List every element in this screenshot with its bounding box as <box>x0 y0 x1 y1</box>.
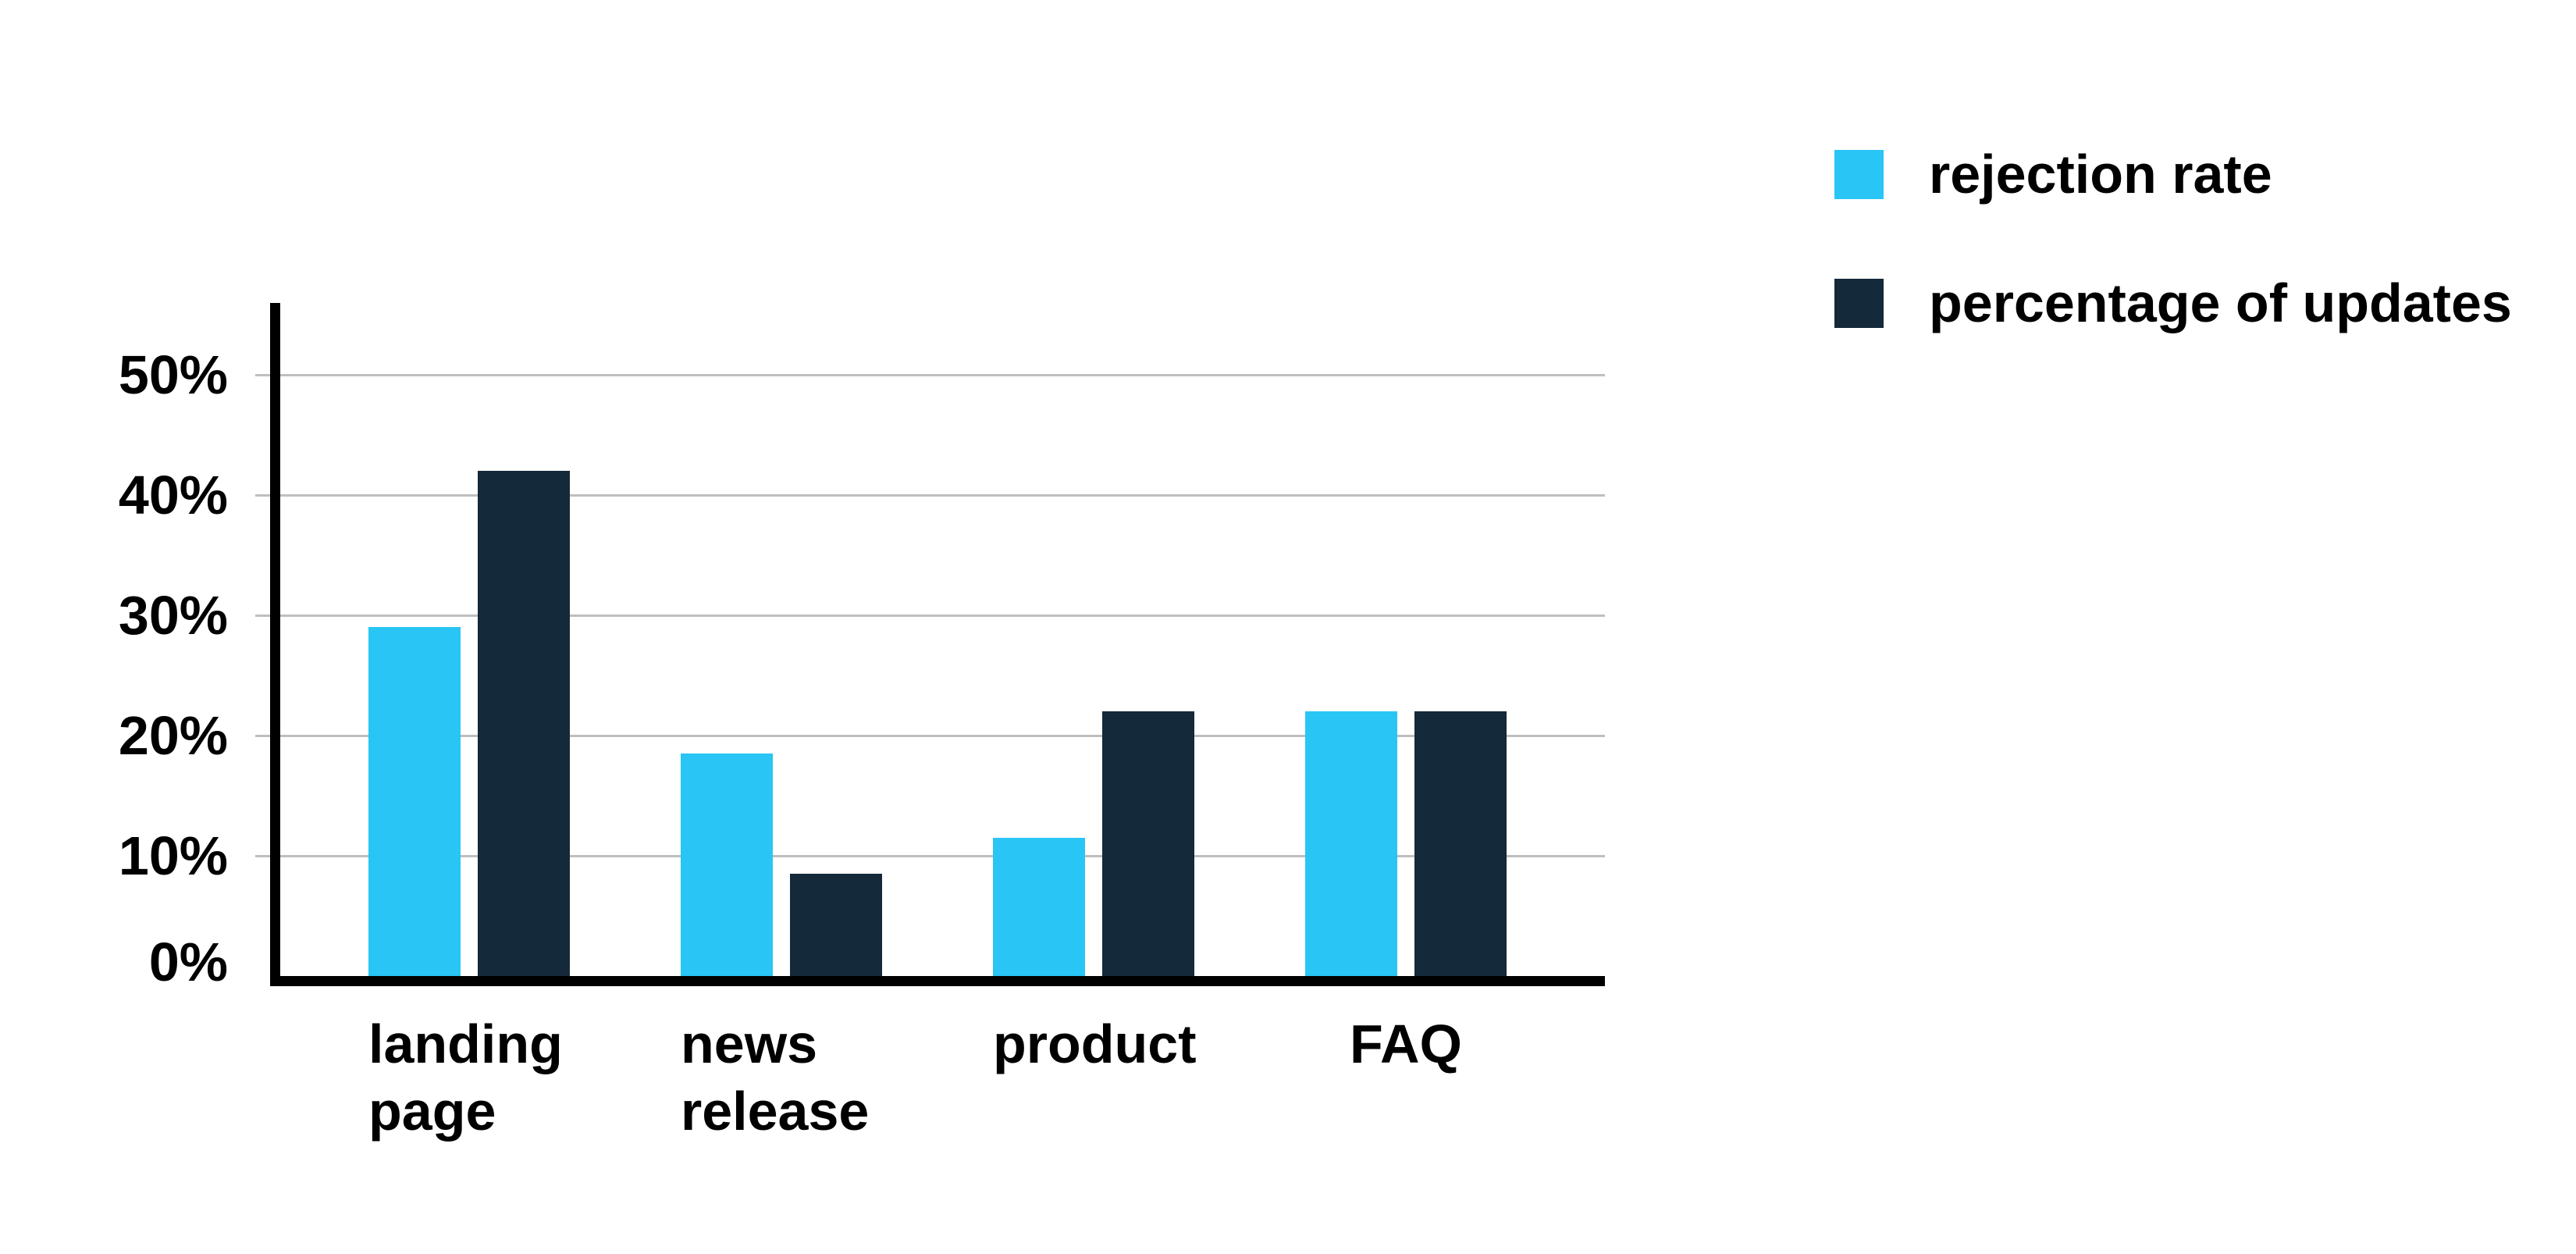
gridline-50- <box>255 374 1605 376</box>
legend-swatch-rejection-rate <box>1834 150 1884 199</box>
bar-percentage-of-updates-news-release <box>790 874 882 976</box>
y-tick-label-30-: 30% <box>118 585 228 646</box>
x-label-product: product <box>993 1014 1197 1074</box>
gridline-10- <box>255 855 1605 857</box>
bar-percentage-of-updates-landing-page <box>478 471 570 976</box>
bar-rejection-rate-news-release <box>681 753 773 976</box>
legend-item-rejection-rate: rejection rate <box>1834 144 2272 205</box>
x-axis-line <box>270 976 1605 986</box>
legend-label-rejection-rate: rejection rate <box>1929 144 2272 205</box>
bar-rejection-rate-landing-page <box>368 627 461 976</box>
gridline-30- <box>255 615 1605 617</box>
y-tick-label-10-: 10% <box>118 825 228 886</box>
bar-percentage-of-updates-product <box>1102 711 1194 976</box>
x-label-faq: FAQ <box>1350 1014 1462 1074</box>
bar-rejection-rate-product <box>993 838 1085 976</box>
legend-swatch-percentage-of-updates <box>1834 279 1884 328</box>
gridline-20- <box>255 735 1605 737</box>
legend-label-percentage-of-updates: percentage of updates <box>1929 273 2512 333</box>
x-label-news-release: news release <box>681 1014 870 1142</box>
x-label-landing-page: landing page <box>368 1014 563 1142</box>
y-tick-label-0-: 0% <box>148 932 228 992</box>
y-tick-label-40-: 40% <box>118 465 228 525</box>
bar-percentage-of-updates-faq <box>1414 711 1507 976</box>
y-axis-line <box>270 303 280 986</box>
bar-rejection-rate-faq <box>1305 711 1397 976</box>
gridline-40- <box>255 494 1605 497</box>
y-tick-label-50-: 50% <box>118 344 228 405</box>
legend-item-percentage-of-updates: percentage of updates <box>1834 273 2512 333</box>
y-tick-label-20-: 20% <box>118 705 228 766</box>
